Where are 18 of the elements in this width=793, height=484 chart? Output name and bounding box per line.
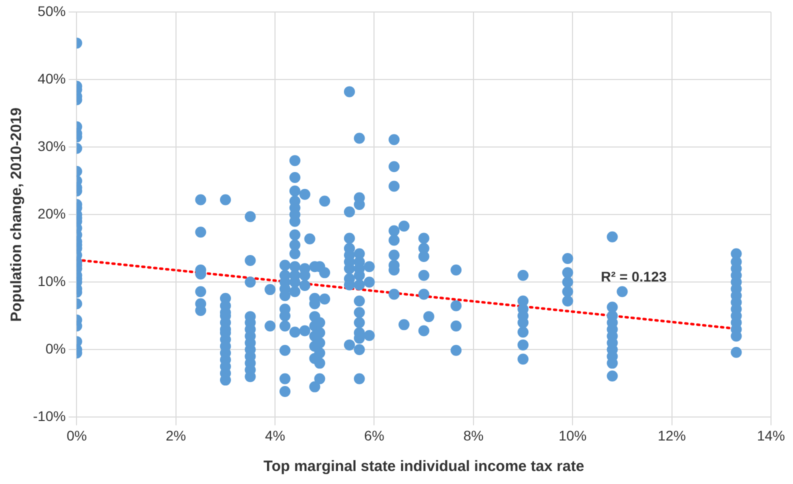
- y-tick-label: 10%: [38, 272, 66, 289]
- x-tick-label: 6%: [364, 427, 384, 444]
- y-tick-label: 40%: [38, 70, 66, 86]
- x-tick-label: 0%: [66, 427, 87, 444]
- annotation: R² = 0.123: [600, 268, 667, 284]
- x-tick-label: 8%: [463, 427, 484, 444]
- y-tick-label: 50%: [38, 2, 66, 19]
- y-tick-label: 30%: [38, 138, 66, 154]
- x-axis-title: Top marginal state individual income tax rate: [264, 458, 584, 476]
- y-tick-label: 20%: [38, 205, 66, 222]
- x-tick-label: 4%: [264, 427, 286, 444]
- x-tick-label: 14%: [756, 427, 786, 444]
- y-tick-label: -10%: [32, 408, 66, 424]
- x-tick-label: 12%: [658, 427, 686, 444]
- x-tick-label: 10%: [558, 427, 587, 444]
- x-tick-label: 2%: [166, 427, 186, 444]
- y-tick-label: 0%: [45, 340, 66, 357]
- y-axis-title: Population change, 2010-2019: [8, 107, 26, 322]
